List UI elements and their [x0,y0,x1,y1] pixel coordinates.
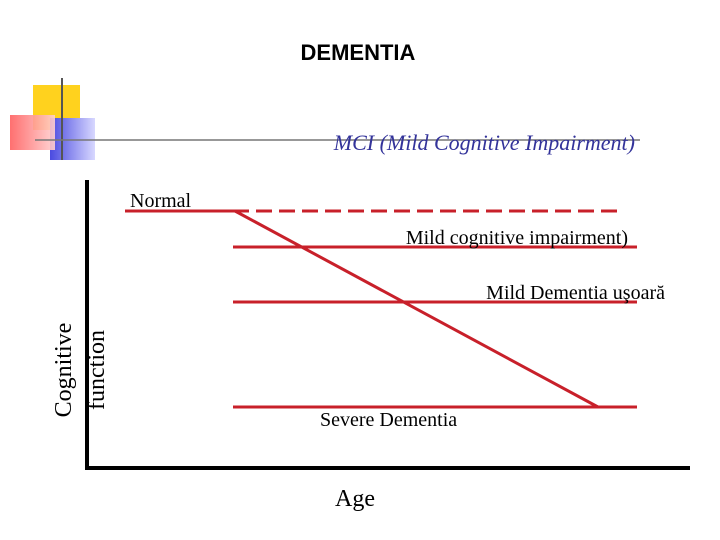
y-axis-label: function [84,330,110,410]
x-axis-label: Age [335,486,375,512]
level-lines [125,209,637,409]
decoration [10,78,640,160]
subtitle: MCI (Mild Cognitive Impairment) [333,130,635,155]
axes [85,180,690,470]
y-axis-label: Cognitive [51,323,77,418]
level-label: Mild cognitive impairment) [406,227,628,249]
level-label: Severe Dementia [320,409,457,431]
level-label: Mild Dementia uşoară [486,282,665,304]
level-label: Normal [130,190,192,212]
title: DEMENTIA [301,40,416,65]
